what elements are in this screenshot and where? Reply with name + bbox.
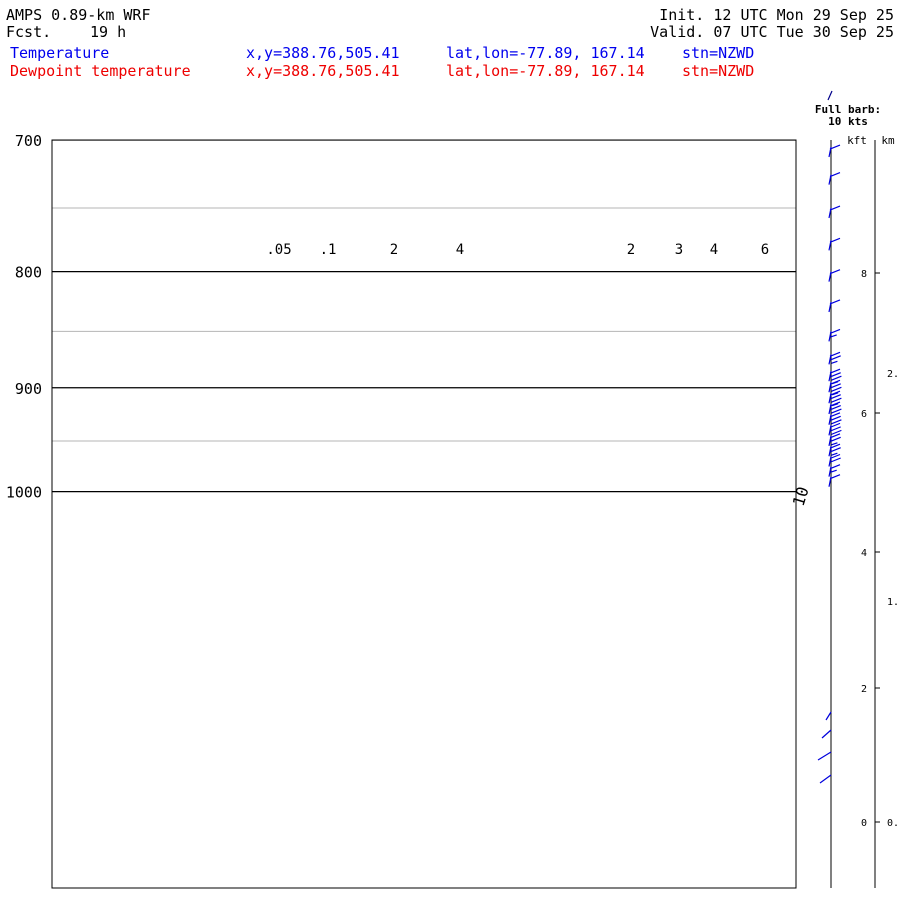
dewpoint-legend: Dewpoint temperature [10, 62, 191, 80]
wind-barb [828, 269, 841, 282]
wind-barb [828, 453, 841, 467]
wind-barb [828, 474, 841, 487]
wind-barb-shaft [817, 751, 832, 761]
pressure-label: 1000 [6, 484, 42, 502]
wind-barb [828, 412, 842, 425]
pressure-label: 700 [15, 132, 42, 150]
isotherm-label: 10 [789, 484, 813, 508]
wind-barb [828, 237, 841, 251]
kft-tick-label: 8 [861, 269, 867, 280]
km-tick-label: 1. [887, 597, 899, 608]
wind-barb [828, 401, 842, 415]
wind-barb [828, 328, 841, 342]
pressure-axis: 700 800 900 1000 [6, 132, 42, 502]
temperature-station: stn=NZWD [682, 44, 755, 62]
mixing-ratio-label: 4 [710, 242, 718, 258]
mixing-ratio-label: .05 [266, 242, 291, 258]
mixing-ratio-label: 3 [675, 242, 683, 258]
kft-tick-label: 2 [861, 684, 867, 695]
km-label: km [881, 134, 895, 147]
wind-barb [828, 368, 842, 385]
wind-column: 0 2 4 6 8 0. 1. 2. [817, 90, 899, 888]
diagram-labels: -70-60-50-40-30-20-100102202302402502602… [266, 242, 813, 508]
mixing-ratio-label: 2 [627, 242, 635, 258]
mixing-ratio-label: .1 [320, 242, 337, 258]
diagram-grid [52, 140, 796, 493]
kft-tick-label: 0 [861, 818, 867, 829]
init-time: Init. 12 UTC Mon 29 Sep 25 [659, 6, 894, 24]
wind-barb [828, 464, 841, 477]
plot-frame [51, 139, 797, 889]
dewpoint-latlon: lat,lon=-77.89, 167.14 [446, 62, 645, 80]
kft-tick-label: 6 [861, 409, 867, 420]
dewpoint-station: stn=NZWD [682, 62, 755, 80]
mixing-ratio-label: 4 [456, 242, 464, 258]
pressure-label: 900 [15, 380, 42, 398]
temperature-xy: x,y=388.76,505.41 [246, 44, 400, 62]
temperature-latlon: lat,lon=-77.89, 167.14 [446, 44, 645, 62]
wind-barb [828, 172, 841, 185]
forecast-label: Fcst. [6, 23, 52, 41]
wind-barb-shaft [819, 774, 832, 784]
wind-barb [828, 144, 841, 158]
wind-barb [828, 351, 841, 365]
wind-barb [828, 299, 841, 313]
wind-barb [828, 433, 841, 446]
forecast-hour: 19 h [90, 23, 127, 41]
wind-barb [828, 422, 842, 436]
km-tick-label: 0. [887, 818, 899, 829]
wind-barb [828, 205, 841, 219]
barb-legend-title: Full barb: [815, 103, 881, 116]
mixing-ratio-label: 2 [390, 242, 398, 258]
temperature-legend: Temperature [10, 44, 110, 62]
kft-label: kft [847, 134, 867, 147]
kft-tick-label: 4 [861, 548, 867, 559]
km-tick-label: 2. [887, 369, 899, 380]
wind-barb-shaft [821, 729, 832, 739]
wind-barb-shaft [825, 711, 832, 721]
valid-time: Valid. 07 UTC Tue 30 Sep 25 [650, 23, 894, 41]
mixing-ratio-label: 6 [761, 242, 769, 258]
barb-legend-speed: 10 kts [828, 115, 868, 128]
dewpoint-xy: x,y=388.76,505.41 [246, 62, 400, 80]
barb-legend-mark [827, 90, 833, 101]
model-title: AMPS 0.89-km WRF [6, 6, 151, 24]
pressure-label: 800 [15, 264, 42, 282]
wind-barb [828, 443, 841, 457]
